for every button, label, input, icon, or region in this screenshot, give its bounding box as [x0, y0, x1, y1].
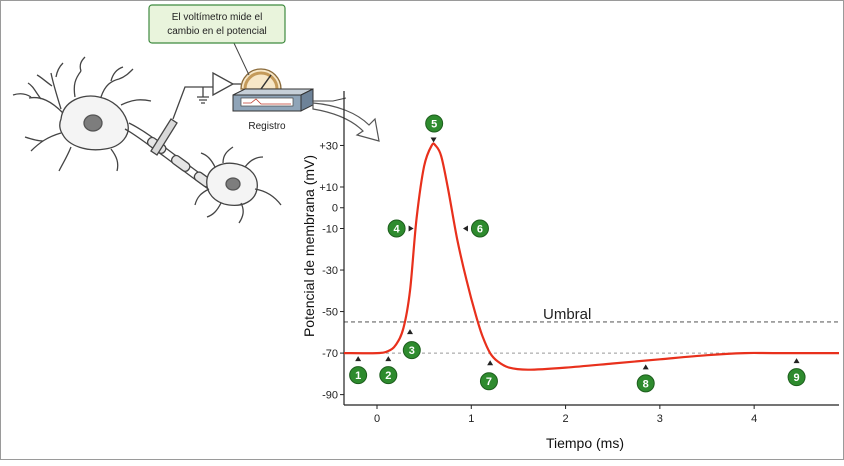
y-tick-label: +30 — [319, 140, 338, 152]
x-tick-label: 3 — [657, 413, 663, 425]
marker-pointer — [407, 329, 413, 335]
recorder-label: Registro — [248, 121, 286, 132]
callout-line-1: El voltímetro mide el — [172, 12, 263, 23]
amplifier-icon — [212, 71, 235, 97]
x-axis-label: Tiempo (ms) — [546, 435, 624, 451]
marker-badge — [425, 114, 444, 133]
y-tick-label: -10 — [322, 224, 338, 236]
y-tick-label: -30 — [322, 265, 338, 277]
marker-pointer — [430, 137, 437, 143]
stage-marker-6: 6 — [462, 219, 489, 238]
marker-number: 9 — [794, 372, 800, 384]
marker-number: 1 — [355, 370, 361, 382]
stage-marker-9: 9 — [787, 358, 806, 387]
action-potential-trace — [343, 142, 839, 371]
marker-number: 3 — [409, 345, 415, 357]
stage-marker-2: 2 — [379, 356, 398, 385]
marker-badge — [470, 219, 489, 238]
marker-number: 7 — [486, 376, 492, 388]
x-tick-label: 0 — [374, 413, 380, 425]
marker-badge — [787, 368, 806, 387]
curved-arrow-icon — [312, 102, 380, 142]
y-tick-label: -90 — [322, 390, 338, 402]
marker-number: 4 — [394, 224, 401, 236]
stage-marker-4: 4 — [387, 219, 414, 238]
y-tick-label: +10 — [319, 182, 338, 194]
stage-marker-8: 8 — [636, 364, 655, 393]
marker-number: 2 — [385, 370, 391, 382]
y-tick-label: -70 — [322, 348, 338, 360]
marker-number: 6 — [477, 224, 483, 236]
marker-pointer — [462, 225, 468, 232]
recorder-wire — [313, 97, 347, 102]
callout-line-2: cambio en el potencial — [167, 26, 267, 37]
x-tick-label: 4 — [751, 413, 757, 425]
y-tick-label: 0 — [332, 203, 338, 215]
x-tick-label: 2 — [563, 413, 569, 425]
marker-pointer — [355, 356, 362, 362]
marker-number: 8 — [643, 378, 649, 390]
threshold-label: Umbral — [543, 306, 591, 323]
y-tick-label: -50 — [322, 307, 338, 319]
marker-pointer — [793, 358, 800, 364]
marker-badge — [479, 372, 498, 391]
marker-badge — [402, 341, 421, 360]
recorder-device: Registro — [232, 88, 314, 132]
marker-badge — [349, 366, 368, 385]
stage-marker-7: 7 — [479, 360, 498, 391]
marker-badge — [379, 366, 398, 385]
marker-pointer — [408, 225, 414, 232]
y-axis-label: Potencial de membrana (mV) — [301, 155, 317, 337]
stage-marker-5: 5 — [425, 114, 444, 143]
marker-pointer — [642, 364, 649, 370]
voltmeter-callout: El voltímetro mide el cambio en el poten… — [148, 4, 286, 44]
neuron-illustration — [12, 56, 282, 224]
callout-pointer — [232, 40, 250, 76]
marker-pointer — [487, 360, 494, 366]
marker-badge — [636, 374, 655, 393]
x-tick-label: 1 — [468, 413, 474, 425]
marker-number: 5 — [431, 118, 437, 130]
electrode-wire — [172, 86, 213, 120]
action-potential-chart: +30 +10 0 -10 -30 -50 -70 -90 0 1 2 3 4 1 2 3 4 5 6 7 8 9 U… — [301, 91, 839, 451]
stage-marker-1: 1 — [349, 356, 368, 385]
stage-marker-3: 3 — [402, 329, 421, 360]
voltmeter-icon — [240, 68, 282, 90]
marker-badge — [387, 219, 406, 238]
marker-pointer — [385, 356, 392, 362]
